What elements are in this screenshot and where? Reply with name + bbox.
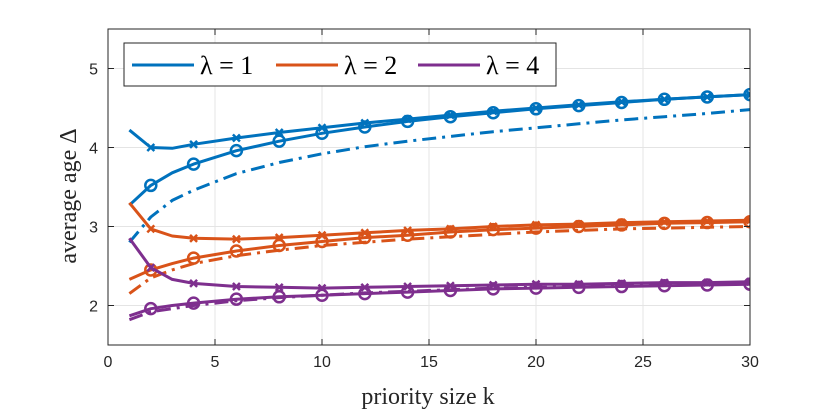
data-point-circle: [358, 120, 372, 134]
data-point-circle: [144, 301, 158, 316]
data-point-cross: [189, 233, 198, 243]
series-lambda2-none-dashdot: [128, 225, 750, 295]
series-line: [128, 93, 750, 207]
data-point-circle: [229, 244, 244, 258]
series-line: [128, 108, 750, 244]
legend-box: [123, 42, 557, 87]
legend-label: λ = 1: [200, 51, 253, 80]
series-line: [128, 220, 750, 281]
data-point-circle: [614, 218, 629, 232]
series-lambda4-none-dashdot: [128, 281, 750, 322]
x-tick-label: 5: [211, 354, 220, 371]
legend-label: λ = 2: [344, 51, 397, 80]
y-axis-label: average age Δ: [56, 128, 82, 263]
series-line: [128, 282, 750, 318]
data-point-circle: [272, 134, 286, 148]
data-point-circle: [572, 219, 586, 234]
data-point-circle: [400, 285, 415, 299]
data-point-cross: [146, 263, 156, 272]
data-point-circle: [400, 228, 415, 242]
y-tick-label: 4: [89, 141, 98, 158]
data-point-circle: [529, 221, 543, 235]
x-tick-label: 15: [420, 354, 438, 371]
x-tick-label: 30: [741, 354, 759, 371]
data-point-circle: [486, 105, 500, 120]
y-tick-label: 3: [89, 220, 98, 237]
series-line: [128, 281, 750, 322]
data-point-circle: [700, 90, 714, 104]
data-point-circle: [400, 114, 415, 129]
data-point-cross: [189, 139, 198, 149]
y-tick-label: 5: [89, 62, 98, 79]
x-tick-label: 0: [104, 354, 113, 371]
data-point-cross: [232, 133, 241, 143]
series-line: [128, 225, 750, 295]
data-point-circle: [486, 222, 500, 237]
data-point-circle: [229, 143, 244, 158]
data-point-circle: [743, 215, 750, 229]
data-point-circle: [315, 234, 329, 249]
data-point-circle: [315, 126, 329, 141]
legend-label: λ = 4: [486, 51, 539, 80]
data-point-circle: [186, 157, 201, 171]
legend-item-lambda2: λ = 2: [276, 51, 397, 80]
data-point-circle: [443, 109, 458, 124]
data-point-circle: [743, 87, 750, 102]
series-lambda1-none-dashdot: [128, 108, 750, 244]
series-line: [128, 93, 750, 150]
data-point-cross: [745, 90, 750, 99]
x-axis-label: priority size k: [361, 384, 494, 410]
data-point-circle: [614, 95, 629, 110]
x-tick-label: 10: [313, 354, 331, 371]
data-point-cross: [232, 282, 241, 291]
y-tick-label: 2: [89, 299, 98, 316]
x-tick-label: 20: [527, 354, 545, 371]
data-point-cross: [274, 128, 284, 137]
data-point-circle: [144, 178, 158, 193]
data-point-circle: [529, 102, 543, 116]
data-point-cross: [232, 234, 241, 244]
legend-item-lambda1: λ = 1: [132, 51, 253, 80]
data-point-circle: [229, 292, 244, 306]
axis-ticks: 0 5 10 15 20 25 30 2 3 4 5: [89, 29, 759, 371]
data-point-circle: [186, 296, 201, 310]
x-tick-label: 25: [634, 354, 652, 371]
series-line: [128, 237, 750, 290]
legend-item-lambda4: λ = 4: [418, 51, 539, 80]
series-layer: [128, 87, 750, 322]
data-point-cross: [189, 278, 198, 288]
data-point-circle: [657, 92, 672, 107]
data-point-cross: [146, 143, 156, 152]
series-lambda1-o-solid: [128, 87, 750, 207]
data-point-cross: [146, 224, 156, 234]
data-point-circle: [315, 288, 329, 302]
data-point-cross: [274, 282, 284, 292]
data-point-circle: [572, 98, 586, 113]
legend: λ = 1 λ = 2 λ = 4: [123, 42, 557, 87]
